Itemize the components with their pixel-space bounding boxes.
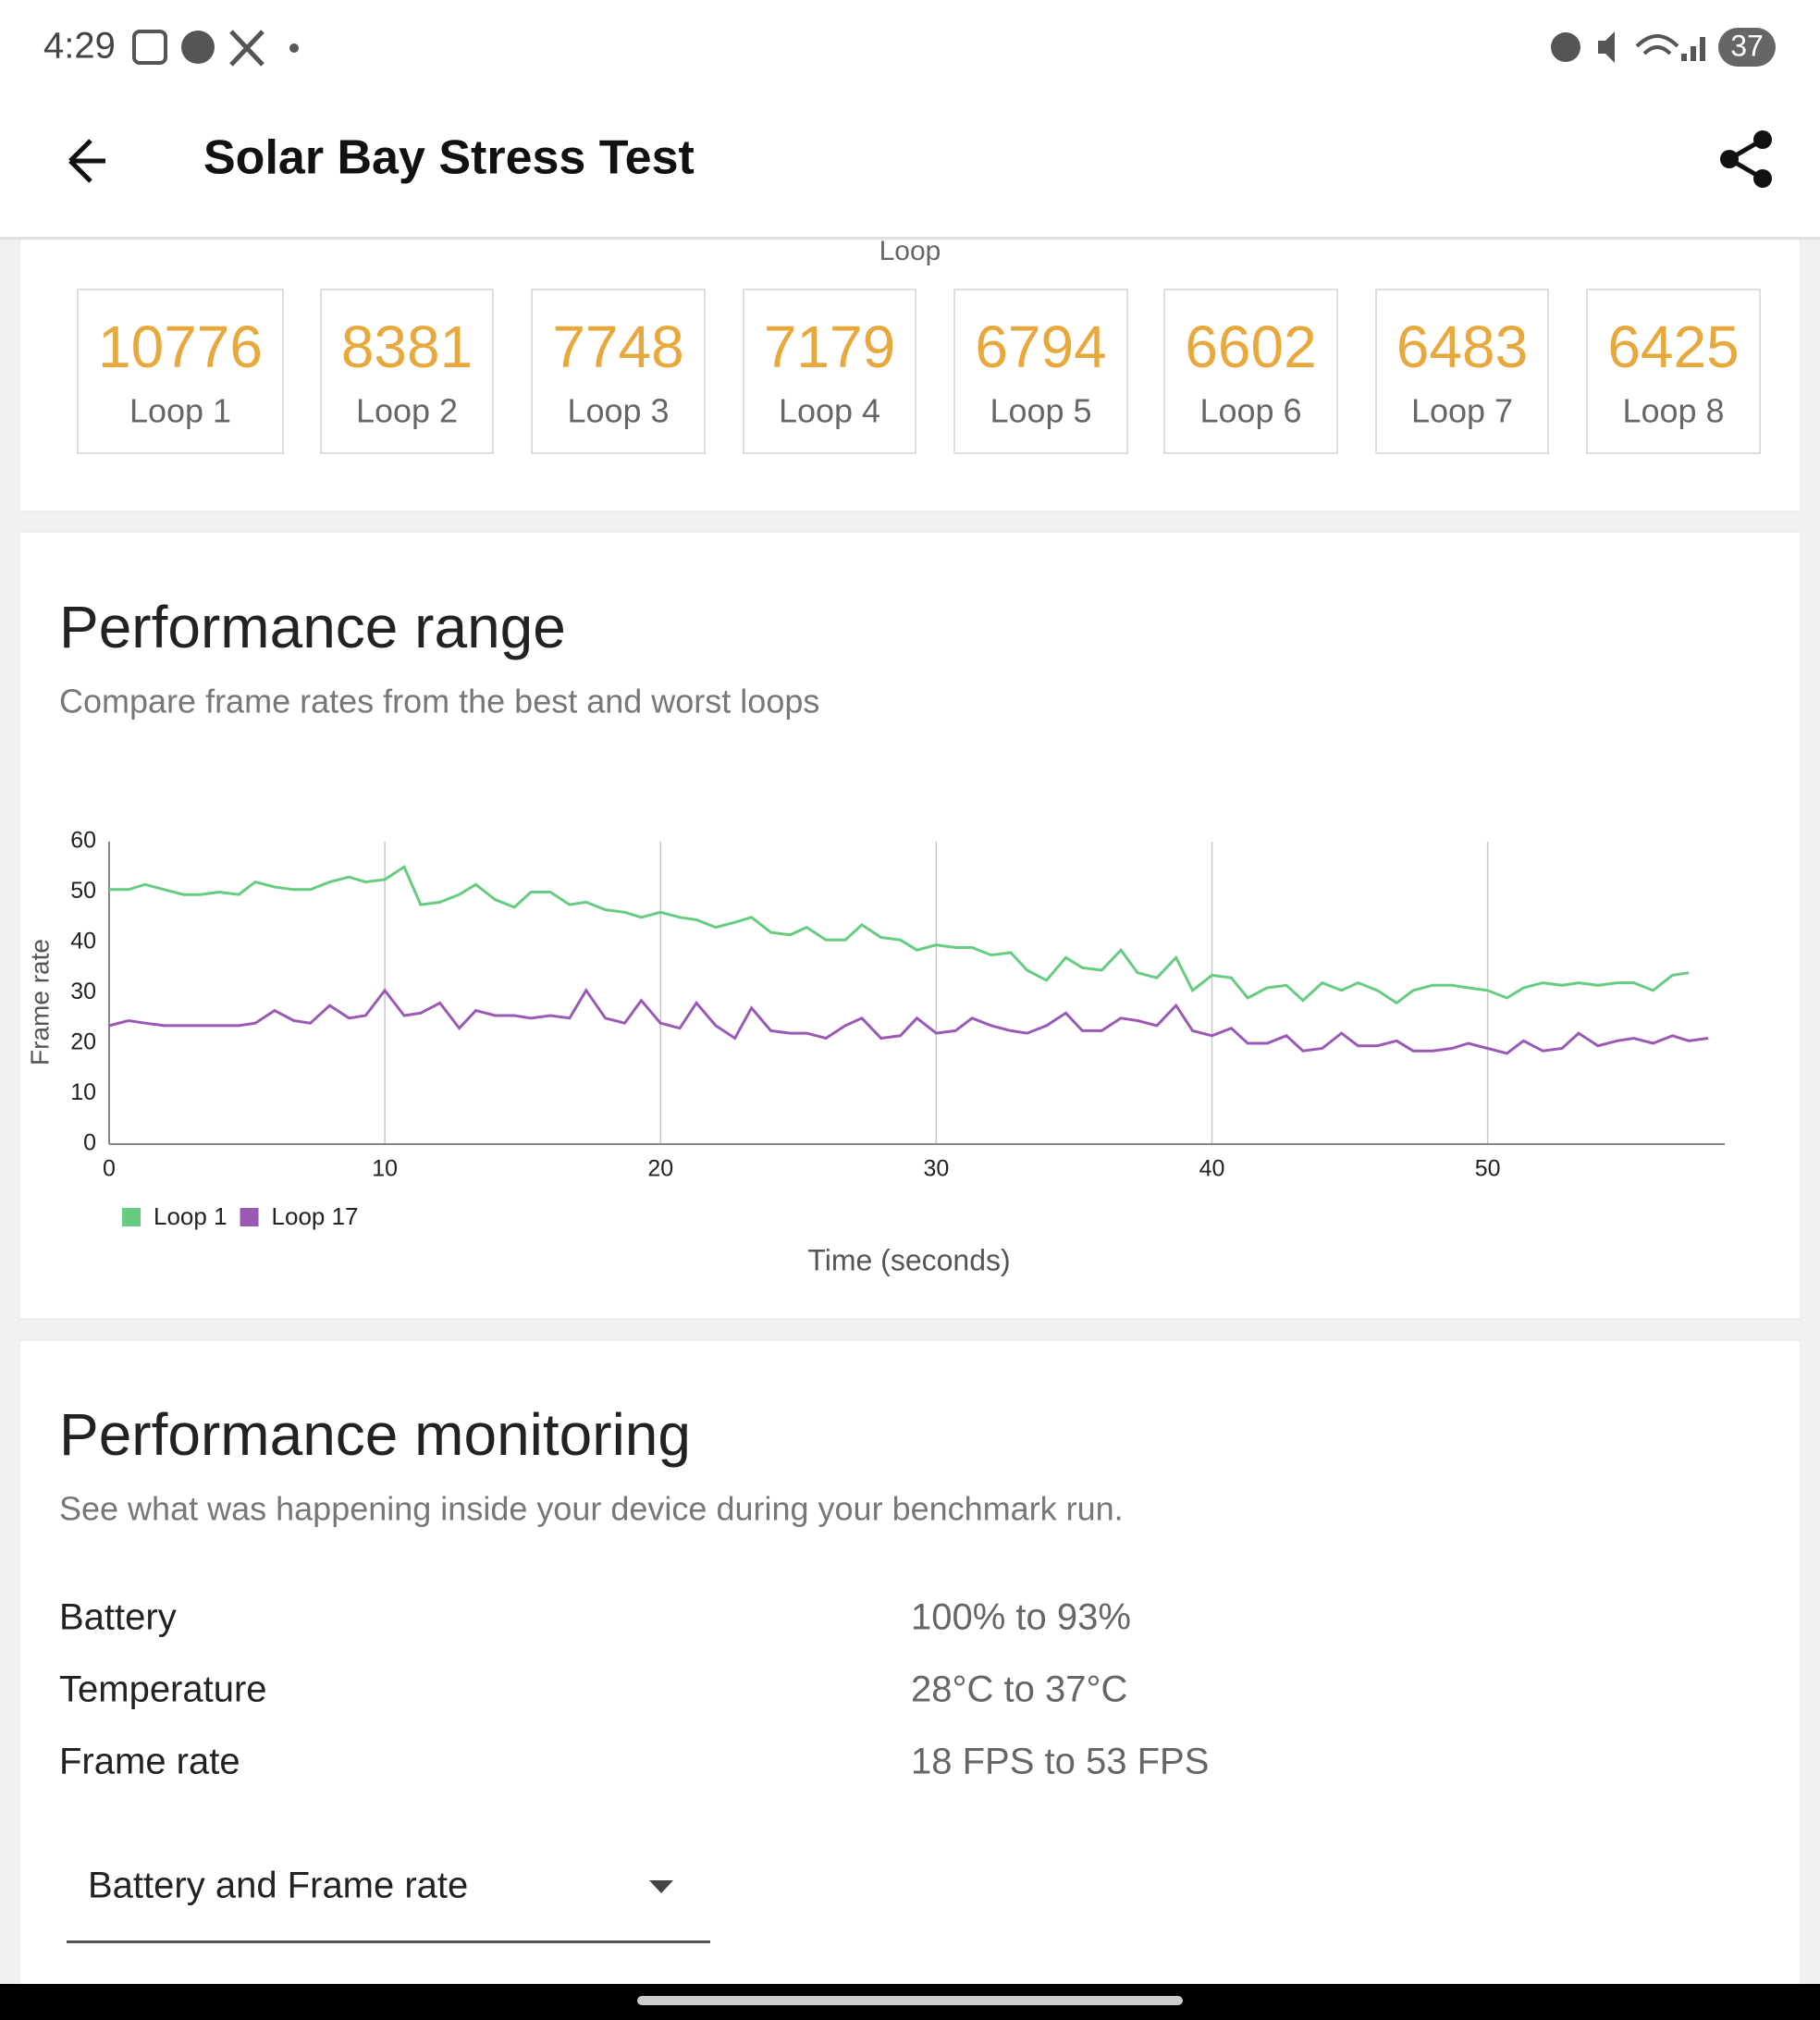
status-icon xyxy=(1635,34,1679,55)
x-axis-label: Time (seconds) xyxy=(807,1243,1010,1276)
score-box xyxy=(1375,289,1549,454)
x-tick-label: 30 xyxy=(923,1156,949,1182)
score-label: Loop 2 xyxy=(356,392,458,430)
score-label: Loop 4 xyxy=(779,392,880,430)
row-label: Temperature xyxy=(59,1669,267,1710)
chart: 0 10 20 30 40 50 60 0 10 20 30 40 50 Frame rate Time (… xyxy=(25,828,1725,1276)
status-icon xyxy=(1551,32,1580,62)
score-label: Loop 3 xyxy=(567,392,669,430)
score-value: 8381 xyxy=(341,314,473,380)
score-label: Loop 1 xyxy=(129,392,231,430)
series-line xyxy=(108,988,1709,1055)
x-tick-label: 0 xyxy=(103,1156,116,1182)
back-button[interactable] xyxy=(68,139,105,183)
status-icon xyxy=(229,30,264,67)
status-icon xyxy=(132,30,167,65)
score-box xyxy=(320,289,494,454)
legend-swatch xyxy=(122,1208,141,1226)
row-value: 18 FPS to 53 FPS xyxy=(911,1742,1209,1782)
chart-title: Performance range xyxy=(59,594,566,660)
battery-level: 37 xyxy=(1730,29,1764,62)
chart-subtitle: Compare frame rates from the best and wo… xyxy=(59,683,819,721)
legend-label: Loop 17 xyxy=(272,1202,359,1230)
score-value: 6425 xyxy=(1607,314,1739,380)
legend-label: Loop 1 xyxy=(154,1202,228,1230)
dropdown[interactable]: Battery and Frame rate xyxy=(67,1866,710,1943)
status-icon xyxy=(1598,31,1615,63)
loop-scores: 10776 Loop 1 8381 Loop 2 7748 Loop 3 7179 Loop … xyxy=(77,289,1761,454)
row-value: 100% to 93% xyxy=(911,1597,1131,1638)
y-tick-label: 20 xyxy=(70,1029,96,1055)
y-tick-label: 10 xyxy=(70,1079,96,1105)
score-value: 7179 xyxy=(764,314,895,380)
score-value: 10776 xyxy=(98,314,263,380)
legend-swatch xyxy=(240,1208,259,1226)
x-tick-label: 20 xyxy=(647,1156,673,1182)
monitoring-title: Performance monitoring xyxy=(59,1401,691,1468)
app-bar-shadow xyxy=(0,237,1820,240)
loop-axis-label: Loop xyxy=(879,236,941,266)
y-tick-label: 30 xyxy=(70,979,96,1004)
score-value: 7748 xyxy=(552,314,683,380)
score-box xyxy=(743,289,916,454)
score-box xyxy=(531,289,706,454)
series-line xyxy=(109,865,1690,1005)
score-label: Loop 5 xyxy=(990,392,1091,430)
x-tick-label: 40 xyxy=(1199,1156,1225,1182)
monitoring-subtitle: See what was happening inside your devic… xyxy=(59,1490,1124,1528)
status-icon xyxy=(181,31,215,64)
monitoring-card xyxy=(18,1339,1802,2020)
y-tick-label: 60 xyxy=(70,828,96,854)
x-tick-label: 50 xyxy=(1475,1156,1501,1182)
score-value: 6483 xyxy=(1396,314,1528,380)
home-handle[interactable] xyxy=(637,1996,1183,2005)
status-icon xyxy=(289,43,299,53)
score-value: 6794 xyxy=(975,314,1106,380)
dropdown-underline xyxy=(67,1940,710,1943)
battery-icon xyxy=(1718,28,1776,67)
y-tick-label: 40 xyxy=(70,929,96,955)
x-tick-label: 10 xyxy=(372,1156,398,1182)
y-axis-label: Frame rate xyxy=(25,939,54,1065)
y-tick-label: 0 xyxy=(83,1130,96,1156)
monitoring-rows: Battery 100% to 93% Temperature 28°C to 37°… xyxy=(59,1597,1209,1782)
app-title: Solar Bay Stress Test xyxy=(203,131,695,185)
share-button[interactable] xyxy=(1720,130,1772,188)
dropdown-arrow[interactable] xyxy=(649,1880,673,1893)
row-label: Frame rate xyxy=(59,1742,240,1782)
score-box xyxy=(953,289,1128,454)
score-box xyxy=(77,289,284,454)
range-card xyxy=(18,531,1802,1320)
score-box xyxy=(1163,289,1338,454)
score-value: 6602 xyxy=(1185,314,1316,380)
row-value: 28°C to 37°C xyxy=(911,1669,1127,1710)
top-area xyxy=(0,0,1820,239)
status-time: 4:29 xyxy=(43,26,116,67)
row-label: Battery xyxy=(59,1597,177,1638)
dropdown-value[interactable]: Battery and Frame rate xyxy=(88,1866,468,1906)
score-box xyxy=(1586,289,1761,454)
score-label: Loop 6 xyxy=(1199,392,1301,430)
y-tick-label: 50 xyxy=(70,878,96,904)
status-icon xyxy=(1681,37,1705,61)
score-label: Loop 8 xyxy=(1622,392,1724,430)
score-label: Loop 7 xyxy=(1411,392,1513,430)
